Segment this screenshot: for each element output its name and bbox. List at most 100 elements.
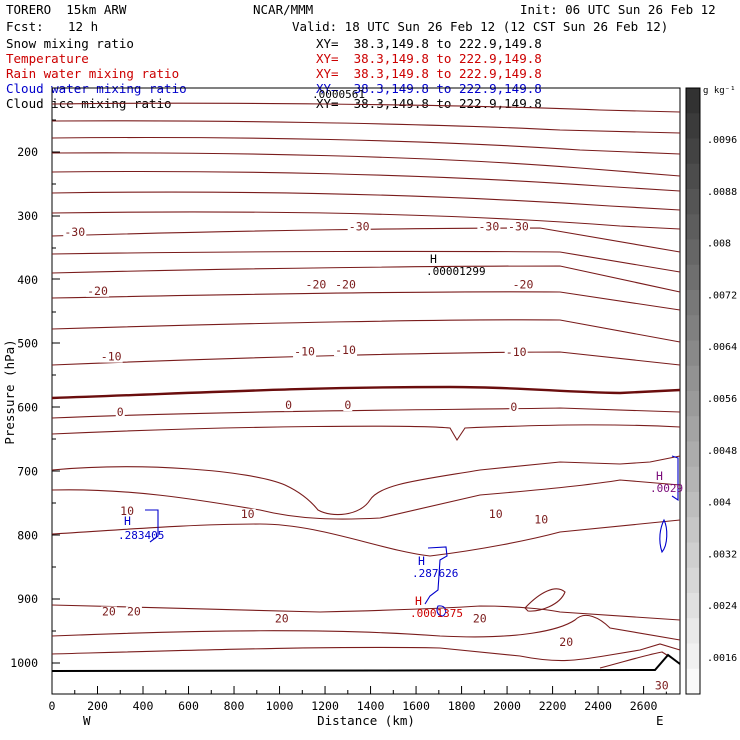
y-tick-label: 900 — [17, 592, 38, 606]
isotherm-zero — [51, 385, 681, 400]
isotherm-minus30 — [51, 227, 681, 253]
x-axis — [51, 686, 667, 694]
isotherm-minus15 — [51, 291, 681, 311]
colorbar-tick-label: .004 — [707, 498, 731, 509]
colorbar-segment — [686, 517, 700, 543]
temperature-contour-label: 10 — [534, 513, 548, 527]
colorbar-segment — [686, 214, 700, 240]
field-snow-xy: XY= 38.3,149.8 to 222.9,149.8 — [316, 36, 542, 51]
center-title: NCAR/MMM — [253, 2, 314, 17]
temperature-contour-label: 0 — [510, 400, 517, 414]
cloud-water-area-east — [659, 518, 668, 554]
isotherm-plus30 — [599, 651, 676, 669]
temperature-contour-label: 20 — [559, 635, 573, 649]
temperature-contour-label: 30 — [655, 679, 669, 693]
isotherm-plus5 — [51, 424, 681, 442]
contour-label-bg — [533, 514, 550, 526]
contour-label-bg — [284, 400, 294, 412]
x-tick-label: 1400 — [357, 699, 385, 713]
top-value-label: .0000561 — [312, 88, 365, 101]
colorbar-tick-label: .0096 — [707, 135, 737, 146]
isotherm-top-4 — [51, 152, 681, 177]
cloud-max-west-value: .283405 — [118, 529, 164, 542]
contour-label-bg — [125, 606, 142, 618]
contour-label-bg — [509, 402, 519, 414]
isotherm-plus25 — [51, 614, 681, 641]
colorbar-segment — [686, 542, 700, 569]
colorbar-tick-label: .0016 — [707, 653, 737, 664]
y-tick-label: 1000 — [10, 656, 38, 670]
colorbar-segment — [686, 264, 700, 291]
colorbar-segment — [686, 239, 700, 266]
contour-label-bg — [293, 346, 317, 358]
y-tick-label: 500 — [17, 337, 38, 351]
contour-label-bg — [334, 345, 358, 357]
y-tick-label: 800 — [17, 528, 38, 542]
field-cloud-water: Cloud water mixing ratio — [6, 81, 187, 96]
field-snow: Snow mixing ratio — [6, 36, 134, 51]
x-tick-label: 800 — [224, 699, 245, 713]
colorbar-tick-label: .0024 — [707, 601, 737, 612]
cloud-water-area-central — [424, 546, 448, 605]
temperature-contour-label: -10 — [335, 343, 356, 357]
contour-label-bg — [239, 508, 256, 520]
temperature-contour-label: 20 — [275, 612, 289, 626]
y-axis-title: Pressure (hPa) — [2, 339, 17, 444]
isotherm-plus12 — [51, 479, 681, 520]
y-tick-label: 200 — [17, 145, 38, 159]
colorbar-tick-label: .0048 — [707, 446, 737, 457]
isotherm-top-5 — [51, 170, 681, 192]
isotherm-top-1 — [51, 102, 681, 113]
x-tick-label: 2400 — [584, 699, 612, 713]
colorbar-tick-label: .0072 — [707, 290, 737, 301]
isotherm-top-2 — [51, 120, 681, 134]
temperature-contour-label: -10 — [506, 345, 527, 359]
temperature-contour-label: 20 — [127, 604, 141, 618]
field-rain: Rain water mixing ratio — [6, 66, 180, 81]
temperature-contour-label: -30 — [508, 219, 529, 233]
contour-label-bg — [99, 351, 123, 363]
colorbar-tick-label: .0064 — [707, 342, 737, 353]
x-tick-labels: 0 200 400 600 800 1000 1200 1400 1600 1800 2000 220… — [49, 699, 658, 713]
forecast-value: 12 h — [68, 19, 99, 34]
contour-label-bg — [471, 613, 488, 625]
contour-label-bg — [343, 400, 353, 412]
temperature-contour-label: 10 — [120, 504, 134, 518]
colorbar-tick-label: .0032 — [707, 549, 737, 560]
isotherm-minus20 — [51, 265, 681, 293]
field-rain-xy: XY= 38.3,149.8 to 222.9,149.8 — [316, 66, 542, 81]
contour-label-bg — [511, 279, 535, 291]
temperature-contours — [51, 102, 681, 669]
rain-max-value: .0001375 — [410, 607, 463, 620]
x-tick-label: 2200 — [539, 699, 567, 713]
rain-area — [436, 605, 447, 617]
east-label: E — [656, 713, 664, 728]
cloud-water-area-eastedge — [671, 455, 679, 502]
x-tick-label: 1000 — [266, 699, 294, 713]
temperature-contour-label: 10 — [241, 507, 255, 521]
colorbar-tick-label: .0088 — [707, 187, 737, 198]
isotherm-minus25 — [51, 250, 681, 273]
contour-label-bg — [487, 508, 504, 520]
colorbar-labels: .0096 .0088 .008 .0072 .0064 .0056 .0048 .004 .0… — [707, 135, 737, 664]
colorbar-segment — [686, 391, 700, 417]
contour-label-bg — [304, 279, 328, 291]
y-tick-label: 600 — [17, 401, 38, 415]
colorbar-segment — [686, 643, 700, 670]
temperature-contour-label: -10 — [101, 350, 122, 364]
contour-label-bg — [273, 613, 290, 625]
x-tick-label: 200 — [87, 699, 108, 713]
y-tick-label: 400 — [17, 273, 38, 287]
colorbar-unit: g kg⁻¹ — [703, 86, 736, 96]
forecast-label: Fcst: — [6, 19, 44, 34]
colorbar-segment — [686, 315, 700, 341]
temperature-contour-label: -20 — [335, 277, 356, 291]
west-label: W — [83, 713, 91, 728]
colorbar-segment — [686, 441, 700, 468]
colorbar-segment — [686, 138, 700, 165]
colorbar-segment — [686, 163, 700, 190]
contour-label-bg — [504, 347, 528, 359]
field-temperature: Temperature — [6, 51, 89, 66]
temperature-contour-label: -20 — [306, 277, 327, 291]
